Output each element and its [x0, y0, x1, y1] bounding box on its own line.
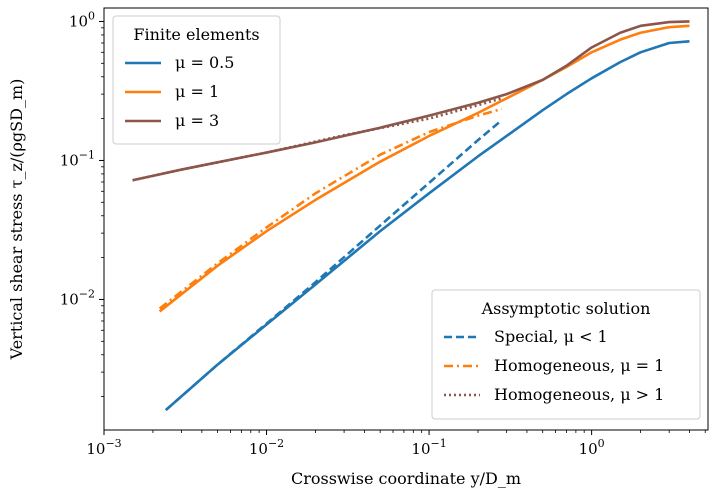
legend-entry-label: Homogeneous, μ > 1	[494, 385, 664, 404]
legend-entry-label: μ = 1	[175, 82, 219, 101]
series-line-0	[164, 40, 690, 412]
legend-title: Assymptotic solution	[481, 299, 651, 318]
x-tick-label: 10−2	[249, 437, 284, 458]
x-tick-label: 10−1	[411, 437, 446, 458]
legend-finite-elements: Finite elements μ = 0.5 μ = 1 μ = 3	[112, 15, 281, 145]
y-axis-label: Vertical shear stress τ_z/(ρgSD_m)	[7, 79, 26, 361]
x-axis-label: Crosswise coordinate y/D_m	[291, 469, 521, 488]
series-line-5	[132, 97, 503, 182]
series-line-1	[158, 24, 690, 313]
legend-box	[112, 15, 281, 145]
legend-entry-label: μ = 3	[175, 111, 219, 130]
x-tick-label: 100	[579, 437, 605, 458]
legend-box	[431, 289, 701, 420]
y-tick-label: 10−2	[60, 287, 95, 308]
legend-asymptotic-solution: Assymptotic solution Special, μ < 1 Homoge…	[431, 289, 701, 420]
plot-frame	[103, 7, 709, 431]
legend-entry-label: μ = 0.5	[175, 53, 234, 72]
y-tick-label: 10−1	[60, 148, 95, 169]
x-tick-label: 10−3	[86, 437, 121, 458]
y-tick-label: 100	[69, 9, 95, 30]
series-line-3	[164, 119, 503, 412]
legend-title: Finite elements	[133, 25, 259, 44]
series-layer	[132, 20, 690, 412]
series-line-4	[158, 107, 503, 310]
legend-entry-label: Homogeneous, μ = 1	[494, 356, 664, 375]
legend-entry-label: Special, μ < 1	[494, 327, 608, 346]
